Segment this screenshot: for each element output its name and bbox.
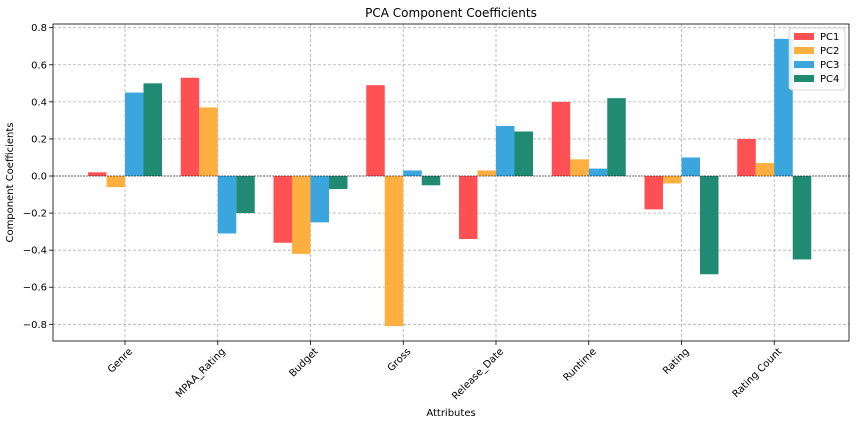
bar-pc3-rating-count <box>774 38 793 177</box>
bar-pc4-rating-count <box>792 176 812 260</box>
x-axis-ticks: Genre MPAA_Rating Budget Gross Release_Date R… <box>106 341 785 402</box>
legend-swatch-pc4 <box>794 75 814 82</box>
y-tick-label: 0.6 <box>31 60 47 71</box>
x-tick-label: Gross <box>386 346 414 374</box>
y-tick-label: 0.8 <box>31 23 47 34</box>
legend-box <box>788 27 846 91</box>
bar-pc4-budget <box>329 176 348 189</box>
legend-label-pc1: PC1 <box>820 32 839 43</box>
x-tick-label: Budget <box>287 346 320 379</box>
legend: PC1 PC2 PC3 PC4 <box>788 27 846 91</box>
y-tick-label: −0.2 <box>23 209 47 220</box>
bar-pc1-mpaa-rating <box>180 77 200 177</box>
bar-pc2-rating-count <box>755 163 775 177</box>
bar-pc2-budget <box>292 176 311 254</box>
x-tick-label: MPAA_Rating <box>174 346 228 400</box>
bar-pc1-rating-count <box>737 138 756 177</box>
legend-label-pc3: PC3 <box>820 60 839 71</box>
bar-pc1-release-date <box>459 176 478 240</box>
bar-pc3-runtime <box>588 168 608 177</box>
bar-pc1-genre <box>88 172 107 177</box>
bar-pc3-release-date <box>496 125 515 177</box>
legend-swatch-pc2 <box>794 47 814 54</box>
bar-pc4-rating <box>700 176 719 275</box>
bar-pc3-budget <box>310 176 329 223</box>
bars <box>88 38 812 327</box>
bar-pc3-gross <box>403 170 422 177</box>
y-tick-label: 0.2 <box>31 134 47 145</box>
bar-pc1-budget <box>273 176 292 243</box>
bar-pc4-gross <box>421 176 441 186</box>
bar-pc4-mpaa-rating <box>236 176 255 214</box>
x-tick-label: Release_Date <box>450 346 506 402</box>
bar-pc2-runtime <box>570 159 589 177</box>
x-axis-title: Attributes <box>426 408 475 419</box>
bar-pc2-rating <box>663 176 682 184</box>
bar-pc3-mpaa-rating <box>217 176 237 234</box>
plot-frame <box>52 23 850 342</box>
bar-pc4-release-date <box>514 131 533 177</box>
x-tick-label: Runtime <box>562 346 599 383</box>
y-tick-label: 0.4 <box>31 97 47 108</box>
legend-swatch-pc3 <box>794 61 814 68</box>
chart-title: PCA Component Coefficients <box>365 6 537 20</box>
bar-pc1-rating <box>644 176 663 210</box>
bar-pc2-genre <box>106 176 125 188</box>
bar-pc1-runtime <box>551 101 571 177</box>
y-tick-label: −0.8 <box>23 320 47 331</box>
bar-pc4-genre <box>143 83 162 177</box>
legend-swatch-pc1 <box>794 33 814 40</box>
y-tick-label: −0.4 <box>23 246 47 257</box>
bar-pc3-rating <box>681 157 700 177</box>
bar-pc1-gross <box>366 85 385 177</box>
x-tick-label: Rating <box>661 346 692 377</box>
legend-label-pc2: PC2 <box>820 46 839 57</box>
y-axis-title: Component Coefficients <box>5 122 16 242</box>
bar-pc2-mpaa-rating <box>199 107 218 177</box>
grid-lines <box>53 24 849 341</box>
x-tick-label: Rating Count <box>731 346 785 400</box>
bar-pc2-release-date <box>477 170 496 177</box>
bar-pc2-gross <box>384 176 404 327</box>
x-tick-label: Genre <box>106 346 135 375</box>
bar-pc3-genre <box>125 92 144 177</box>
legend-label-pc4: PC4 <box>820 74 839 85</box>
bar-pc4-runtime <box>607 98 626 177</box>
y-axis-ticks: −0.8 −0.6 −0.4 −0.2 0.0 0.2 0.4 0.6 0.8 <box>23 23 53 331</box>
y-tick-label: −0.6 <box>23 283 47 294</box>
y-tick-label: 0.0 <box>31 172 47 183</box>
